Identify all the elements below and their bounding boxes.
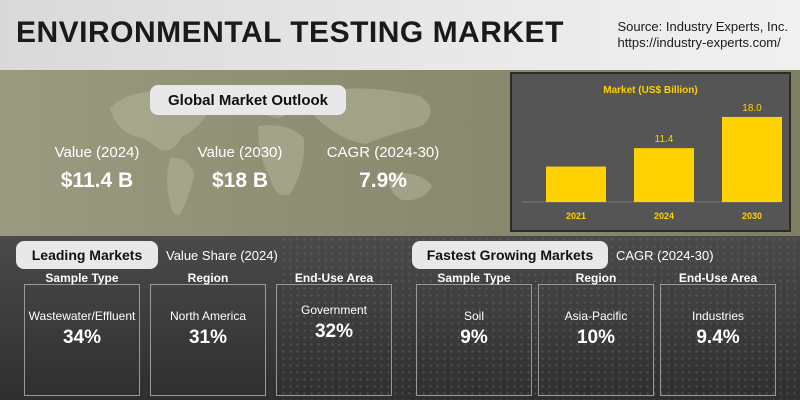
leading-card-end-use: End-Use Area Government 32%	[276, 271, 392, 396]
card-value: 32%	[314, 321, 354, 342]
leading-markets-title: Leading Markets	[16, 241, 158, 269]
tick-label-2024: 2024	[654, 211, 674, 221]
card-header: End-Use Area	[678, 271, 758, 285]
card-label: Government	[300, 303, 368, 317]
card-label: Wastewater/Effluent	[28, 309, 136, 323]
stat-value: $11.4 B	[60, 169, 134, 192]
chart-title: Market (US$ Billion)	[603, 85, 697, 96]
market-bar-chart: Market (US$ Billion) 2021 11.4 2024 18.0 2030	[522, 85, 782, 221]
markets-panel: Leading Markets Value Share (2024) Faste…	[0, 236, 800, 400]
card-value: 31%	[188, 327, 228, 348]
fastest-markets-subtitle: CAGR (2024-30)	[616, 248, 714, 263]
stat-value-2030: Value (2030) $18 B	[175, 144, 305, 193]
leading-card-region: Region North America 31%	[150, 271, 266, 396]
header-banner: ENVIRONMENTAL TESTING MARKET Source: Ind…	[0, 0, 800, 70]
card-label: Soil	[463, 309, 484, 323]
leading-markets-subtitle: Value Share (2024)	[166, 248, 278, 263]
stat-label: CAGR (2024-30)	[326, 144, 440, 161]
card-header: Region	[575, 271, 617, 285]
fastest-card-end-use: End-Use Area Industries 9.4%	[660, 271, 776, 396]
card-header: Sample Type	[45, 271, 119, 285]
fastest-card-region: Region Asia-Pacific 10%	[538, 271, 654, 396]
stat-value: $18 B	[211, 169, 269, 192]
bar-2024	[634, 148, 694, 202]
fastest-markets-title: Fastest Growing Markets	[412, 241, 608, 269]
stat-label: Value (2030)	[197, 144, 283, 161]
data-label-2030: 18.0	[742, 103, 762, 114]
data-label-2024: 11.4	[655, 134, 674, 145]
page-title: ENVIRONMENTAL TESTING MARKET	[16, 16, 564, 49]
stat-value-2024: Value (2024) $11.4 B	[32, 144, 162, 193]
stat-label: Value (2024)	[54, 144, 140, 161]
bar-2021	[546, 166, 606, 202]
card-value: 34%	[62, 327, 102, 348]
card-value: 10%	[576, 327, 616, 348]
stat-cagr: CAGR (2024-30) 7.9%	[318, 144, 448, 193]
stat-value: 7.9%	[359, 169, 407, 192]
fastest-card-sample-type: Sample Type Soil 9%	[416, 271, 532, 396]
card-value: 9%	[460, 327, 488, 348]
card-label: North America	[169, 309, 247, 323]
source-note: Source: Industry Experts, Inc. https://i…	[617, 19, 788, 51]
card-header: Sample Type	[437, 271, 511, 285]
tick-label-2030: 2030	[742, 211, 762, 221]
card-value: 9.4%	[696, 327, 740, 348]
outlook-title: Global Market Outlook	[150, 85, 346, 115]
source-line-1: Source: Industry Experts, Inc.	[617, 19, 788, 34]
market-chart-panel: Market (US$ Billion) 2021 11.4 2024 18.0 2030	[510, 72, 791, 232]
bar-2030	[722, 116, 782, 202]
card-header: End-Use Area	[294, 271, 374, 285]
card-label: Asia-Pacific	[564, 309, 628, 323]
tick-label-2021: 2021	[566, 211, 586, 221]
source-line-2: https://industry-experts.com/	[617, 35, 781, 50]
card-header: Region	[187, 271, 229, 285]
leading-card-sample-type: Sample Type Wastewater/Effluent 34%	[24, 271, 140, 396]
world-map-graphic	[110, 88, 432, 215]
card-label: Industries	[691, 309, 745, 323]
